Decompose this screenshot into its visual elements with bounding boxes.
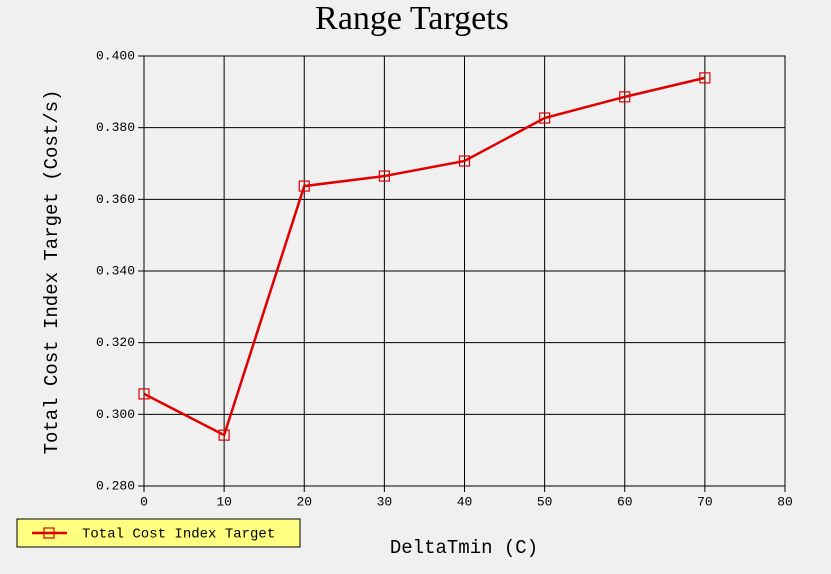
y-tick-label: 0.340 (96, 263, 135, 278)
series-line (143, 76, 706, 437)
marker (619, 91, 631, 103)
x-tick-label: 60 (617, 494, 633, 509)
marker (699, 72, 711, 84)
x-axis-label: DeltaTmin (C) (390, 537, 538, 559)
marker (539, 112, 551, 124)
x-tick-label: 70 (697, 494, 713, 509)
x-tick-label: 50 (537, 494, 553, 509)
x-tick-label: 0 (140, 494, 148, 509)
legend-marker (43, 527, 55, 539)
y-tick-label: 0.360 (96, 192, 135, 207)
y-tick-label: 0.300 (96, 407, 135, 422)
x-tick-label: 20 (296, 494, 312, 509)
y-tick-label: 0.280 (96, 478, 135, 493)
x-tick-label: 40 (457, 494, 473, 509)
marker (138, 388, 150, 400)
marker (458, 155, 471, 167)
legend-label: Total Cost Index Target (82, 527, 275, 543)
chart-title: Range Targets (315, 0, 509, 37)
x-tick-label: 80 (777, 494, 793, 509)
y-tick-label: 0.380 (96, 120, 135, 135)
x-tick-label: 10 (216, 494, 232, 509)
y-tick-label: 0.320 (96, 335, 135, 350)
marker (298, 180, 310, 192)
x-tick-label: 30 (377, 494, 393, 509)
y-axis-label: Total Cost Index Target (Cost/s) (41, 90, 63, 455)
y-tick-label: 0.400 (96, 48, 135, 63)
marker (218, 429, 230, 441)
marker (378, 170, 390, 182)
